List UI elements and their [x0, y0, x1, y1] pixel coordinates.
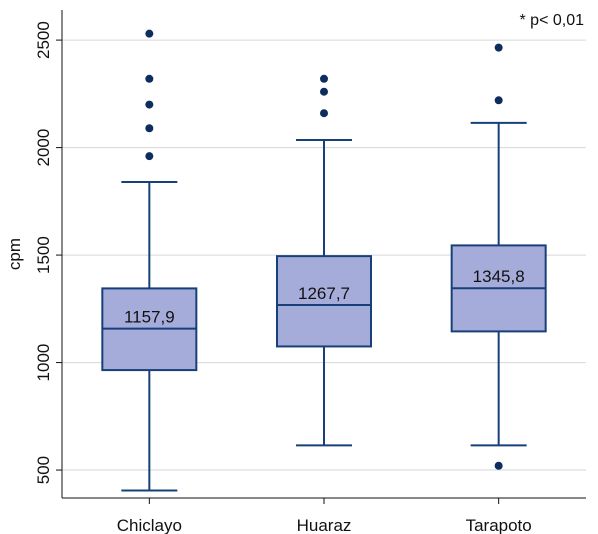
box-plot-series: 1157,9 1267,7 1345,8	[101, 29, 547, 492]
outlier-point	[145, 152, 154, 161]
outlier-point	[145, 124, 154, 133]
median-label: 1345,8	[473, 267, 525, 286]
x-category-label: Huaraz	[297, 516, 352, 534]
y-axis-label: cpm	[5, 238, 24, 270]
outlier-point	[494, 461, 503, 470]
axis-ticks: 500 1000 1500 2000 2500 Chiclayo Huaraz Tarapot…	[34, 21, 532, 534]
outlier-point	[145, 100, 154, 109]
significance-annotation: * p< 0,01	[520, 12, 585, 29]
box-huaraz: 1267,7	[276, 74, 372, 447]
y-tick-label: 1000	[34, 344, 53, 382]
box-chiclayo: 1157,9	[101, 29, 198, 492]
outlier-point	[494, 96, 503, 105]
y-tick-label: 500	[34, 456, 53, 484]
outlier-point	[320, 109, 328, 118]
outlier-point	[320, 87, 328, 96]
y-tick-label: 2500	[34, 21, 53, 59]
interquartile-box	[276, 255, 372, 348]
x-category-label: Chiclayo	[117, 516, 182, 534]
x-category-label: Tarapoto	[466, 516, 532, 534]
y-tick-label: 2000	[34, 129, 53, 167]
outlier-point	[145, 29, 154, 38]
y-tick-label: 1500	[34, 236, 53, 274]
outlier-point	[145, 74, 154, 83]
median-label: 1267,7	[298, 284, 350, 303]
box-tarapoto: 1345,8	[450, 43, 547, 470]
median-label: 1157,9	[124, 308, 175, 327]
outlier-point	[320, 74, 328, 83]
outlier-point	[494, 43, 503, 52]
